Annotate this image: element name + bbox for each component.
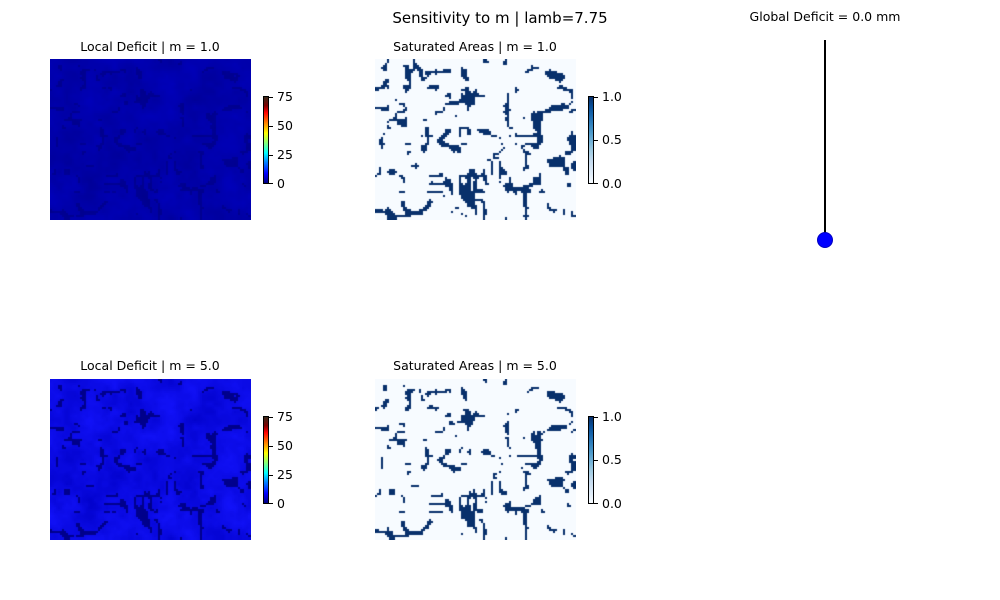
cb-tick xyxy=(269,155,273,156)
deficit-map-m1 xyxy=(50,59,251,220)
colorbar-saturated-m5 xyxy=(588,416,594,504)
colorbar-deficit-m5 xyxy=(263,416,269,504)
cb-tick xyxy=(269,183,273,184)
cb-tick xyxy=(594,140,598,141)
cb-label-50: 50 xyxy=(277,438,293,453)
saturated-map-m1 xyxy=(375,59,576,220)
gauge-marker xyxy=(817,232,833,248)
cb-tick xyxy=(269,97,273,98)
cb-label-1: 1.0 xyxy=(602,89,622,104)
cb-tick xyxy=(269,475,273,476)
cb-tick xyxy=(594,417,598,418)
gauge-title: Global Deficit = 0.0 mm xyxy=(749,9,901,24)
cb-tick xyxy=(594,503,598,504)
cb-label-75: 75 xyxy=(277,409,293,424)
cb-label-75: 75 xyxy=(277,89,293,104)
cb-tick xyxy=(269,446,273,447)
deficit-map-m5 xyxy=(50,379,251,540)
panel-title-deficit-m1: Local Deficit | m = 1.0 xyxy=(80,39,220,54)
figure-title: Sensitivity to m | lamb=7.75 xyxy=(392,9,608,27)
colorbar-deficit-m1 xyxy=(263,96,269,184)
saturated-map-m5 xyxy=(375,379,576,540)
cb-label-0: 0 xyxy=(277,176,285,191)
cb-label-0-5: 0.5 xyxy=(602,452,622,467)
cb-label-0-0: 0.0 xyxy=(602,176,622,191)
cb-tick xyxy=(594,183,598,184)
cb-tick xyxy=(594,460,598,461)
cb-tick xyxy=(269,126,273,127)
global-deficit-gauge xyxy=(817,40,833,248)
cb-label-0-5: 0.5 xyxy=(602,132,622,147)
panel-title-deficit-m5: Local Deficit | m = 5.0 xyxy=(80,358,220,373)
panel-title-saturated-m1: Saturated Areas | m = 1.0 xyxy=(393,39,557,54)
cb-label-0-0: 0.0 xyxy=(602,496,622,511)
cb-label-0: 0 xyxy=(277,496,285,511)
cb-label-25: 25 xyxy=(277,147,293,162)
cb-tick xyxy=(269,417,273,418)
cb-label-1: 1.0 xyxy=(602,409,622,424)
cb-label-50: 50 xyxy=(277,118,293,133)
cb-tick xyxy=(594,97,598,98)
panel-title-saturated-m5: Saturated Areas | m = 5.0 xyxy=(393,358,557,373)
colorbar-saturated-m1 xyxy=(588,96,594,184)
cb-tick xyxy=(269,503,273,504)
cb-label-25: 25 xyxy=(277,467,293,482)
